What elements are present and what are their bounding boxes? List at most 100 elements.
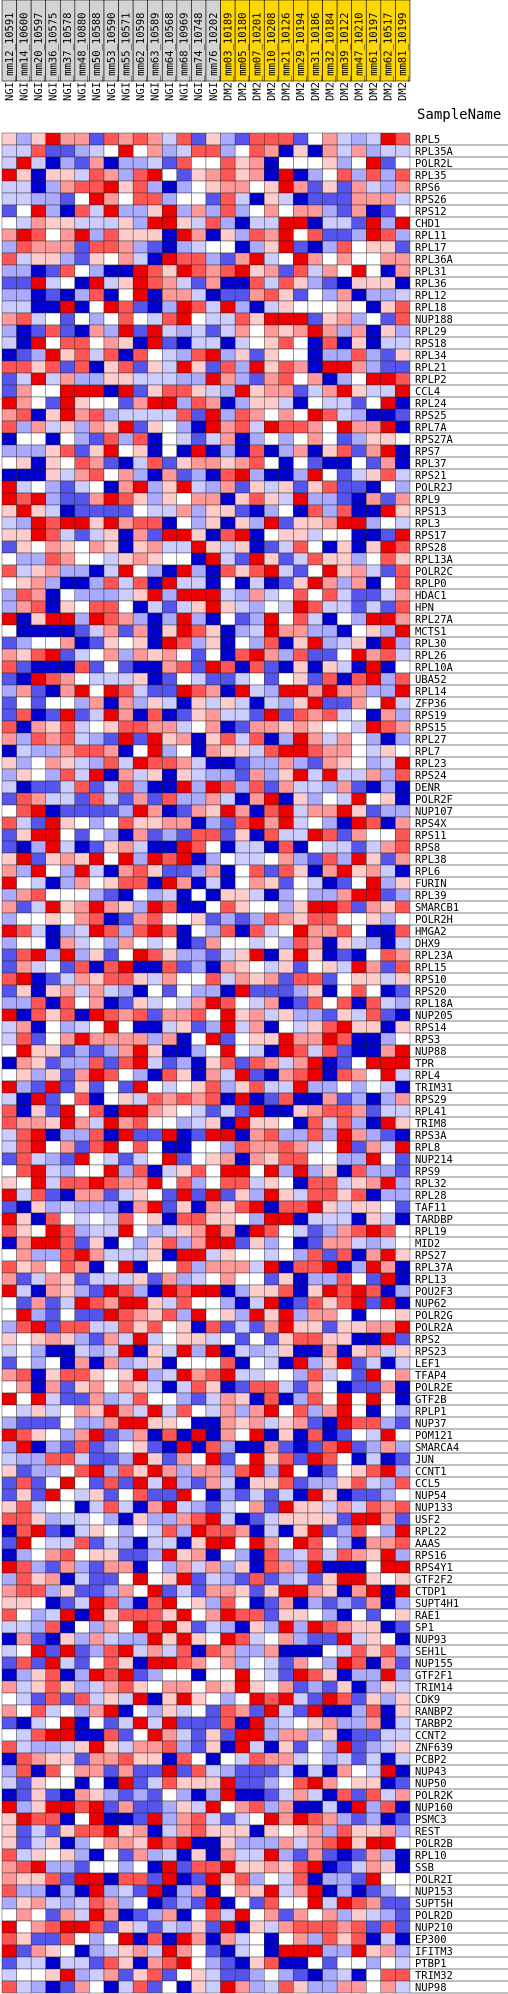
- heatmap-cell: [1, 1560, 17, 1574]
- heatmap-cell: [74, 156, 90, 170]
- heatmap-cell: [191, 468, 207, 482]
- heatmap-cell: [234, 948, 250, 962]
- heatmap-cell: [249, 144, 265, 158]
- heatmap-cell: [1, 1956, 17, 1970]
- heatmap-cell: [132, 600, 148, 614]
- heatmap-cell: [220, 1788, 236, 1802]
- heatmap-cell: [89, 588, 105, 602]
- heatmap-cell: [249, 1872, 265, 1886]
- heatmap-cell: [162, 720, 178, 734]
- heatmap-cell: [191, 1188, 207, 1202]
- heatmap-cell: [234, 1620, 250, 1634]
- heatmap-cell: [118, 1788, 134, 1802]
- heatmap-cell: [234, 1032, 250, 1046]
- heatmap-cell: [278, 420, 294, 434]
- heatmap-cell: [191, 1536, 207, 1550]
- heatmap-cell: [16, 936, 32, 950]
- heatmap-cell: [60, 1356, 76, 1370]
- heatmap-cell: [264, 1848, 280, 1862]
- heatmap-cell: [176, 552, 192, 566]
- heatmap-cell: [395, 804, 411, 818]
- heatmap-cell: [147, 564, 163, 578]
- heatmap-cell: [74, 684, 90, 698]
- heatmap-cell: [132, 1572, 148, 1586]
- heatmap-cell: [74, 648, 90, 662]
- heatmap-cell: [380, 444, 396, 458]
- heatmap-cell: [30, 1440, 46, 1454]
- heatmap-cell: [16, 996, 32, 1010]
- heatmap-cell: [220, 1848, 236, 1862]
- heatmap-cell: [103, 1932, 119, 1946]
- heatmap-cell: [191, 888, 207, 902]
- heatmap-cell: [205, 156, 221, 170]
- heatmap-cell: [234, 1752, 250, 1766]
- heatmap-cell: [278, 384, 294, 398]
- heatmap-cell: [234, 1884, 250, 1898]
- heatmap-cell: [278, 240, 294, 254]
- heatmap-cell: [366, 1440, 382, 1454]
- heatmap-cell: [205, 1656, 221, 1670]
- heatmap-cell: [264, 372, 280, 386]
- heatmap-cell: [307, 1296, 323, 1310]
- heatmap-cell: [30, 780, 46, 794]
- heatmap-cell: [380, 1332, 396, 1346]
- heatmap-cell: [30, 1716, 46, 1730]
- heatmap-cell: [307, 1356, 323, 1370]
- heatmap-cell: [103, 1872, 119, 1886]
- heatmap-cell: [293, 756, 309, 770]
- heatmap-cell: [89, 1812, 105, 1826]
- heatmap-cell: [147, 840, 163, 854]
- heatmap-cell: [380, 1008, 396, 1022]
- heatmap-cell: [307, 528, 323, 542]
- heatmap-cell: [278, 1212, 294, 1226]
- heatmap-cell: [103, 1488, 119, 1502]
- heatmap-cell: [118, 1968, 134, 1982]
- heatmap-cell: [16, 444, 32, 458]
- heatmap-cell: [205, 1224, 221, 1238]
- heatmap-cell: [220, 1920, 236, 1934]
- heatmap-cell: [336, 1632, 352, 1646]
- heatmap-cell: [132, 552, 148, 566]
- heatmap-cell: [278, 900, 294, 914]
- heatmap-cell: [264, 1896, 280, 1910]
- heatmap-cell: [60, 444, 76, 458]
- heatmap-cell: [322, 960, 338, 974]
- heatmap-cell: [30, 936, 46, 950]
- heatmap-cell: [162, 324, 178, 338]
- heatmap-cell: [249, 1164, 265, 1178]
- heatmap-cell: [162, 1164, 178, 1178]
- heatmap-cell: [264, 1764, 280, 1778]
- heatmap-cell: [278, 1128, 294, 1142]
- heatmap-cell: [45, 1668, 61, 1682]
- heatmap-cell: [293, 1536, 309, 1550]
- heatmap-cell: [103, 480, 119, 494]
- heatmap-cell: [30, 300, 46, 314]
- heatmap-cell: [1, 1032, 17, 1046]
- column-label: NGI_mm76_10202: [208, 12, 220, 101]
- heatmap-cell: [351, 1716, 367, 1730]
- heatmap-cell: [380, 192, 396, 206]
- column-label: NGI_mm63_10589: [149, 12, 161, 101]
- heatmap-cell: [264, 1224, 280, 1238]
- heatmap-cell: [103, 216, 119, 230]
- heatmap-cell: [147, 1800, 163, 1814]
- heatmap-cell: [220, 1236, 236, 1250]
- heatmap-cell: [45, 1188, 61, 1202]
- heatmap-cell: [132, 1092, 148, 1106]
- heatmap-cell: [45, 1272, 61, 1286]
- heatmap-cell: [132, 516, 148, 530]
- heatmap-cell: [1, 1272, 17, 1286]
- heatmap-cell: [366, 1260, 382, 1274]
- heatmap-cell: [118, 168, 134, 182]
- heatmap-cell: [45, 732, 61, 746]
- heatmap-cell: [45, 1860, 61, 1874]
- heatmap-cell: [30, 1344, 46, 1358]
- heatmap-cell: [45, 1152, 61, 1166]
- heatmap-cell: [249, 1404, 265, 1418]
- heatmap-cell: [395, 276, 411, 290]
- heatmap-cell: [264, 1092, 280, 1106]
- heatmap-cell: [205, 1668, 221, 1682]
- heatmap-cell: [336, 1092, 352, 1106]
- heatmap-cell: [162, 372, 178, 386]
- heatmap-cell: [30, 1536, 46, 1550]
